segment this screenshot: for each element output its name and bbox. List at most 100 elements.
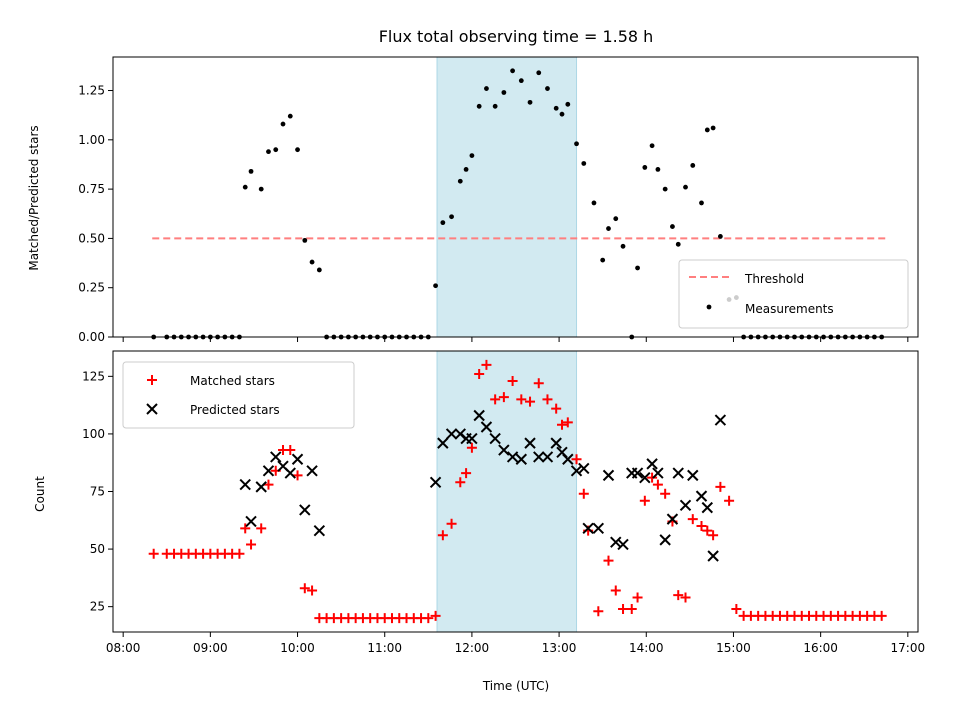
matched-star-point: [603, 555, 614, 566]
top-legend: Threshold Measurements: [678, 259, 909, 329]
matched-star-point: [430, 610, 441, 621]
measurement-point: [675, 241, 681, 247]
bottom-x-tick-label: 10:00: [280, 641, 315, 655]
measurement-point: [510, 68, 515, 74]
matched-star-point: [256, 523, 267, 534]
top-y-tick-label: 0.00: [78, 330, 105, 344]
predicted-star-point: [592, 522, 605, 535]
measurement-point: [574, 141, 579, 147]
matched-star-point: [673, 590, 684, 601]
measurement-point: [553, 105, 559, 111]
top-y-tick-label: 1.25: [78, 84, 105, 98]
predicted-star-point: [291, 453, 304, 465]
measurement-point: [518, 78, 524, 84]
measurement-point: [606, 226, 611, 231]
predicted-star-point: [255, 481, 267, 493]
legend-predicted-label: Predicted stars: [190, 403, 280, 417]
predicted-star-point: [270, 451, 282, 463]
predicted-star-point: [570, 465, 583, 477]
matched-star-point: [474, 369, 485, 380]
predicted-star-point: [695, 490, 708, 502]
bottom-plot-area: 25 50 75 100 125 08:00 09:00 10:00 11:00 12:00 13:…: [82, 350, 925, 655]
measurement-point: [433, 283, 438, 289]
matched-star-point: [285, 445, 296, 456]
bottom-y-axis-label: Count: [33, 476, 47, 512]
measurement-point: [476, 103, 482, 109]
legend-predicted-swatch: [146, 403, 158, 415]
legend-threshold-label: Threshold: [744, 272, 804, 286]
measurement-point: [449, 214, 454, 220]
top-y-tick-label: 0.75: [78, 182, 105, 196]
measurement-point: [559, 111, 565, 117]
predicted-star-point: [515, 453, 528, 465]
bottom-axes-frame: [112, 350, 919, 633]
measurement-point: [655, 166, 661, 172]
measurement-point: [273, 147, 279, 153]
measurement-point: [600, 257, 606, 263]
matched-star-point: [556, 419, 567, 430]
measurement-point: [440, 220, 446, 226]
legend-matched-swatch: [147, 375, 157, 385]
matched-star-point: [423, 613, 434, 624]
measurement-point: [690, 163, 696, 168]
legend-matched-label: Matched stars: [190, 374, 275, 388]
matched-star-point: [702, 525, 713, 536]
predicted-star-point: [646, 458, 658, 470]
matched-star-point: [687, 514, 698, 525]
measurement-point: [258, 186, 264, 192]
measurement-point: [710, 125, 716, 131]
matched-star-point: [437, 530, 448, 541]
matched-star-point: [696, 521, 707, 532]
measurement-point: [581, 161, 587, 166]
matched-star-point: [626, 603, 637, 614]
bottom-x-tick-label: 13:00: [542, 641, 577, 655]
matched-star-point: [525, 396, 536, 407]
predicted-star-point: [541, 451, 554, 463]
bottom-y-tick-label: 25: [90, 600, 105, 614]
predicted-star-point: [473, 409, 485, 422]
predicted-star-point: [284, 467, 296, 479]
matched-star-point: [652, 479, 663, 490]
predicted-star-point: [489, 432, 501, 445]
matched-star-point: [446, 518, 457, 529]
bottom-y-tick-label: 125: [82, 369, 105, 383]
bottom-y-tick-label: 50: [90, 542, 105, 556]
predicted-star-point: [506, 451, 519, 463]
measurement-point: [309, 259, 315, 265]
measurement-point: [302, 237, 308, 243]
predicted-star-point: [480, 421, 493, 433]
predicted-star-point: [239, 478, 251, 491]
predicted-star-point: [672, 467, 684, 479]
predicted-star-point: [714, 414, 727, 426]
bottom-y-tick-label: 75: [90, 485, 105, 499]
predicted-star-point: [562, 453, 574, 465]
measurement-point: [704, 127, 710, 133]
top-y-tick-label: 1.00: [78, 133, 105, 147]
bottom-y-tick-label: 100: [82, 427, 105, 441]
matched-star-point: [455, 477, 466, 488]
measurement-point: [492, 103, 498, 109]
bottom-shaded-region: [436, 350, 578, 633]
predicted-star-point: [578, 462, 590, 475]
measurement-point: [662, 186, 668, 192]
top-y-tick-label: 0.50: [78, 231, 105, 245]
matched-star-point: [551, 403, 562, 414]
matched-star-point: [571, 454, 582, 465]
measurement-point: [642, 165, 648, 170]
measurement-point: [484, 86, 489, 91]
predicted-star-point: [652, 467, 664, 479]
bottom-x-tick-label: 14:00: [629, 641, 664, 655]
predicted-star-point: [610, 536, 622, 548]
matched-star-point: [647, 472, 658, 483]
bottom-x-tick-label: 16:00: [803, 641, 838, 655]
matched-star-point: [466, 442, 477, 453]
matched-star-point: [610, 585, 621, 596]
measurement-point: [620, 243, 626, 249]
measurement-point: [463, 166, 469, 172]
measurement-point: [457, 178, 463, 184]
top-axes: Flux total observing time = 1.58 h Match…: [27, 27, 919, 344]
matched-star-point: [731, 603, 742, 614]
matched-star-point: [490, 394, 501, 405]
matched-star-point: [632, 592, 643, 603]
